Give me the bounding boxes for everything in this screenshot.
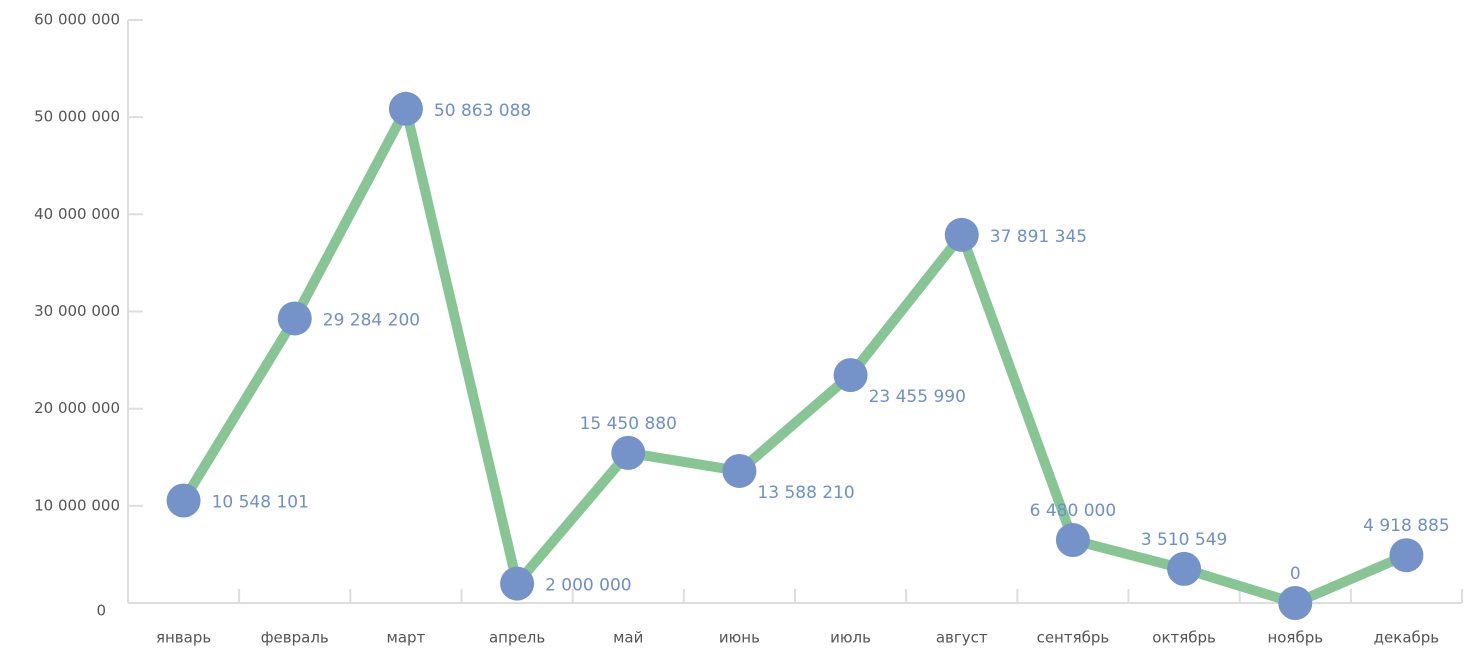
value-label: 10 548 101: [212, 493, 309, 513]
x-tick-label: февраль: [261, 629, 329, 647]
value-label: 29 284 200: [323, 310, 420, 330]
value-label: 4 918 885: [1363, 516, 1450, 536]
y-tick-label: 20 000 000: [34, 399, 120, 417]
x-tick-label: декабрь: [1374, 629, 1439, 647]
marker: [611, 435, 646, 470]
y-tick-label: 60 000 000: [34, 11, 120, 29]
line: [179, 103, 1409, 608]
y-tick-label: 50 000 000: [34, 108, 120, 126]
marker: [722, 453, 757, 488]
x-tick-label: январь: [156, 629, 211, 647]
x-tick-label: март: [387, 629, 426, 647]
marker: [1055, 523, 1090, 558]
value-label: 50 863 088: [434, 101, 531, 121]
marker: [277, 301, 312, 336]
x-tick-label: июль: [830, 629, 871, 647]
marker: [944, 217, 979, 252]
x-tick-label: август: [936, 629, 988, 647]
value-label: 6 480 000: [1030, 501, 1117, 521]
x-tick-label: июнь: [719, 629, 760, 647]
x-tick-label: май: [613, 629, 643, 647]
marker: [388, 91, 423, 126]
value-label: 13 588 210: [757, 483, 854, 503]
y-tick-label: 10 000 000: [34, 496, 120, 514]
value-label: 3 510 549: [1141, 530, 1228, 550]
marker: [1167, 551, 1202, 586]
x-tick-label: апрель: [489, 629, 545, 647]
value-label: 2 000 000: [545, 576, 632, 596]
x-tick-label: сентябрь: [1037, 629, 1110, 647]
y-tick-label: 40 000 000: [34, 205, 120, 223]
marker: [166, 483, 201, 518]
marker: [500, 566, 535, 601]
value-label: 37 891 345: [990, 227, 1087, 247]
value-label: 0: [1290, 564, 1301, 584]
marker: [1278, 586, 1313, 620]
marker: [1389, 538, 1424, 573]
marker: [833, 358, 868, 393]
x-tick-label: октябрь: [1152, 629, 1216, 647]
value-label: 15 450 880: [580, 414, 677, 434]
value-label: 23 455 990: [869, 387, 966, 407]
x-tick-label: ноябрь: [1267, 629, 1323, 647]
y-tick-label: 30 000 000: [34, 302, 120, 320]
y-tick-label: 0: [96, 602, 106, 620]
